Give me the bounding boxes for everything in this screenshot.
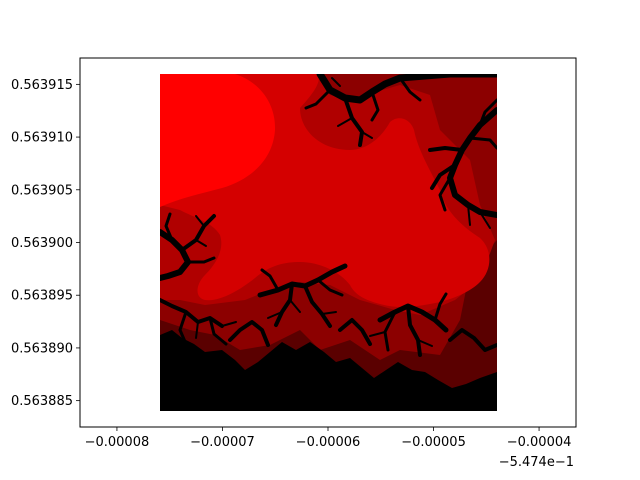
y-tick-label: 0.563885: [11, 394, 73, 409]
x-tick-label: −0.00006: [296, 435, 361, 450]
y-tick-label: 0.563895: [11, 289, 73, 304]
x-axis: −0.00008 −0.00007 −0.00006 −0.00005 −0.00004: [85, 427, 572, 450]
x-tick-label: −0.00007: [190, 435, 255, 450]
x-tick-label: −0.00005: [401, 435, 466, 450]
set-filaments: [160, 74, 497, 357]
y-tick-label: 0.563890: [11, 341, 73, 356]
y-tick-label: 0.563910: [11, 131, 73, 146]
set-interior: [160, 330, 497, 411]
y-tick-label: 0.563905: [11, 183, 73, 198]
x-tick-label: −0.00008: [85, 435, 150, 450]
y-tick-label: 0.563900: [11, 236, 73, 251]
fractal-heatmap: [160, 74, 497, 411]
y-tick-label: 0.563915: [11, 78, 73, 93]
outer-region: [160, 74, 276, 207]
y-axis: 0.563885 0.563890 0.563895 0.563900 0.563905…: [11, 78, 80, 409]
x-tick-label: −0.00004: [507, 435, 572, 450]
x-offset-label: −5.474e−1: [499, 455, 574, 470]
